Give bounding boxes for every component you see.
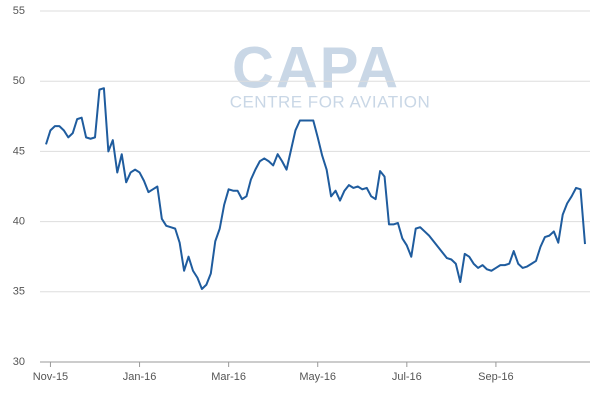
x-tick-label: Nov-15 xyxy=(33,371,68,383)
x-tick-label: Mar-16 xyxy=(211,371,246,383)
x-tick-label: Sep-16 xyxy=(478,371,513,383)
x-tick-label: Jul-16 xyxy=(392,371,422,383)
watermark-subtitle: CENTRE FOR AVIATION xyxy=(230,92,431,111)
y-tick-label: 45 xyxy=(13,145,25,157)
y-tick-label: 30 xyxy=(13,356,25,368)
watermark-title: CAPA xyxy=(232,35,400,100)
y-tick-label: 40 xyxy=(13,216,25,228)
y-tick-label: 55 xyxy=(13,5,25,17)
data-line xyxy=(45,87,586,290)
y-tick-label: 50 xyxy=(13,75,25,87)
y-tick-label: 35 xyxy=(13,286,25,298)
x-tick-label: May-16 xyxy=(299,371,336,383)
x-tick-label: Jan-16 xyxy=(123,371,157,383)
